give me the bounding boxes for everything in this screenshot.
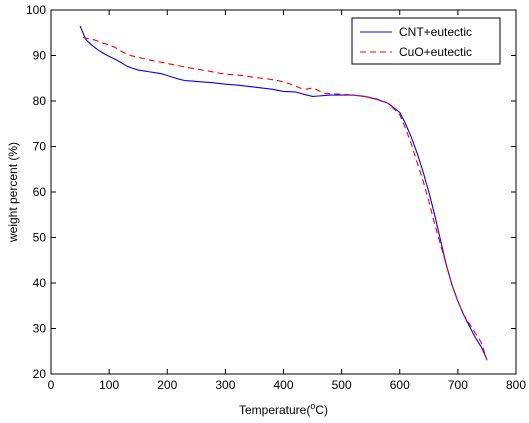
- x-tick-label: 200: [157, 378, 177, 392]
- legend-box: [351, 17, 501, 65]
- x-tick-label: 0: [48, 378, 55, 392]
- legend-label-1: CNT+eutectic: [399, 25, 472, 39]
- x-axis-label-main: Temperature(: [239, 403, 310, 417]
- y-tick-label: 100: [26, 3, 46, 17]
- y-axis-label: weight percent (%): [6, 142, 20, 243]
- x-tick-label: 800: [506, 378, 526, 392]
- x-tick-label: 500: [332, 378, 352, 392]
- series-layer: [79, 25, 488, 361]
- y-tick-label: 80: [33, 94, 47, 108]
- x-axis-label-tail: C): [315, 403, 328, 417]
- ticks-layer: 0 100 200 300 400 500 600 700 800 20 30 40 50 60 70 80 9…: [26, 3, 526, 392]
- x-tick-label: 600: [390, 378, 410, 392]
- y-tick-label: 50: [33, 231, 47, 245]
- y-tick-label: 90: [33, 49, 47, 63]
- x-tick-label: 100: [99, 378, 119, 392]
- x-axis-label-sup: o: [310, 401, 315, 411]
- x-axis-label: Temperature(oC): [239, 401, 328, 417]
- series-line-1: [79, 25, 488, 360]
- y-tick-label: 70: [33, 140, 47, 154]
- y-tick-label: 20: [33, 367, 47, 381]
- series-line-2: [82, 36, 488, 361]
- x-tick-label: 400: [273, 378, 293, 392]
- legend: CNT+eutectic CuO+eutectic: [351, 17, 501, 65]
- y-tick-label: 60: [33, 185, 47, 199]
- legend-label-2: CuO+eutectic: [399, 45, 472, 59]
- plot-area: [51, 10, 516, 374]
- x-tick-label: 700: [448, 378, 468, 392]
- y-tick-label: 30: [33, 322, 47, 336]
- y-tick-label: 40: [33, 276, 47, 290]
- x-tick-label: 300: [215, 378, 235, 392]
